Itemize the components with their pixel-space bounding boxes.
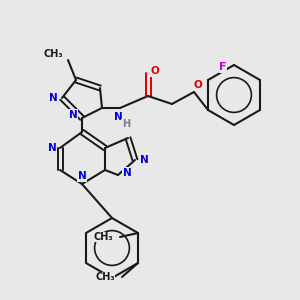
Text: CH₃: CH₃ <box>44 49 63 59</box>
Text: H: H <box>122 119 130 129</box>
Text: N: N <box>140 155 148 165</box>
Text: N: N <box>49 93 57 103</box>
Text: O: O <box>194 80 202 90</box>
Text: N: N <box>69 110 77 120</box>
Text: N: N <box>114 112 122 122</box>
Text: N: N <box>48 143 56 153</box>
Text: N: N <box>78 171 86 181</box>
Text: N: N <box>123 168 131 178</box>
Text: CH₃: CH₃ <box>93 232 113 242</box>
Text: F: F <box>219 62 227 72</box>
Text: O: O <box>151 66 159 76</box>
Text: CH₃: CH₃ <box>95 272 115 282</box>
